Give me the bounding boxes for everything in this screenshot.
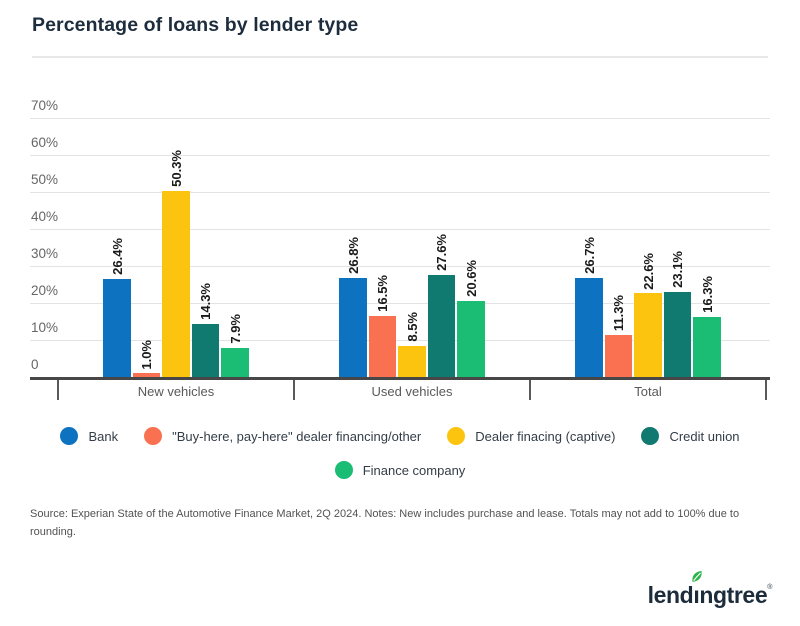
bar: [604, 335, 633, 377]
legend-dot: [447, 427, 466, 445]
logo-text-lead: lend: [647, 582, 694, 608]
category-separator-2: [529, 380, 531, 400]
logo-text-tail: ngtree: [699, 582, 768, 608]
bar-value-label: 26.4%: [109, 238, 125, 276]
category-separator-0: [57, 380, 59, 400]
bar: [132, 373, 161, 377]
legend-row-2: Finance company: [0, 461, 800, 479]
logo-i-with-leaf: ı: [692, 571, 702, 609]
leaf-icon: [692, 571, 702, 582]
bar-value-label: 23.1%: [670, 250, 685, 288]
gridline-20: [30, 303, 770, 304]
y-tick-label: 50%: [31, 172, 59, 187]
bar: [663, 291, 692, 377]
gridline-30: [30, 266, 770, 267]
y-tick-label: 10%: [31, 320, 59, 335]
category-separator-3: [765, 380, 767, 400]
bar-value-label: 16.3%: [699, 275, 715, 313]
legend-item: "Buy-here, pay-here" dealer financing/ot…: [144, 427, 421, 445]
y-tick-label: 0: [31, 357, 39, 372]
lendingtree-logo: lend ıngtree®: [647, 571, 772, 609]
legend-item: Finance company: [334, 461, 466, 479]
legend-item: Bank: [60, 427, 118, 445]
bar: [368, 315, 397, 377]
gridline-70: [30, 118, 770, 119]
y-tick-label: 30%: [31, 246, 59, 261]
y-tick-label: 20%: [31, 283, 59, 298]
title-divider: [32, 56, 768, 58]
bar: [191, 324, 220, 377]
legend-dot: [60, 427, 79, 445]
legend-row-1: Bank "Buy-here, pay-here" dealer financin…: [0, 427, 800, 445]
bar: [575, 278, 603, 377]
y-tick-label: 70%: [31, 98, 59, 113]
legend-dot: [144, 427, 163, 445]
category-label: Used vehicles: [371, 384, 453, 399]
bar: [339, 277, 367, 377]
bar: [427, 274, 456, 377]
bar-value-label: 20.6%: [463, 259, 479, 297]
bar: [457, 300, 485, 377]
legend-label: Bank: [88, 428, 119, 444]
legend-dot: [641, 427, 660, 445]
bar-value-label: 8.5%: [404, 311, 420, 342]
bar-value-label: 14.3%: [198, 283, 213, 321]
source-note: Source: Experian State of the Automotive…: [30, 508, 740, 539]
bar: [162, 190, 190, 377]
bar: [634, 293, 662, 377]
bar-value-label: 11.3%: [611, 295, 626, 332]
category-label: Total: [634, 384, 662, 399]
category-separator-1: [293, 380, 295, 400]
bar-value-label: 22.6%: [640, 252, 656, 290]
bar-value-label: 1.0%: [139, 339, 154, 370]
x-axis-line: [30, 377, 770, 380]
y-tick-label: 60%: [31, 135, 59, 150]
bar: [398, 345, 426, 377]
gridline-50: [30, 192, 770, 193]
legend-label: Credit union: [669, 428, 740, 444]
bar: [221, 347, 249, 377]
bar-value-label: 16.5%: [375, 275, 390, 312]
gridline-60: [30, 155, 770, 156]
bar-value-label: 27.6%: [434, 234, 449, 271]
bar-value-label: 26.7%: [581, 237, 597, 275]
bar-value-label: 26.8%: [345, 236, 361, 274]
legend-dot: [334, 461, 353, 479]
registered-mark: ®: [767, 584, 772, 591]
gridline-40: [30, 229, 770, 230]
legend-label: Dealer finacing (captive): [475, 428, 616, 444]
bar: [693, 316, 721, 377]
legend-label: "Buy-here, pay-here" dealer financing/ot…: [172, 428, 422, 444]
legend-label: Finance company: [362, 462, 466, 478]
chart-title: Percentage of loans by lender type: [32, 14, 359, 36]
bar: [103, 279, 131, 377]
gridline-10: [30, 340, 770, 341]
logo-dotless-i: ı: [693, 582, 700, 608]
legend-item: Credit union: [641, 427, 740, 445]
category-label: New vehicles: [137, 384, 215, 399]
y-tick-label: 40%: [31, 209, 59, 224]
legend-item: Dealer finacing (captive): [447, 427, 615, 445]
bar-value-label: 50.3%: [168, 150, 184, 187]
bar-value-label: 7.9%: [227, 314, 243, 344]
